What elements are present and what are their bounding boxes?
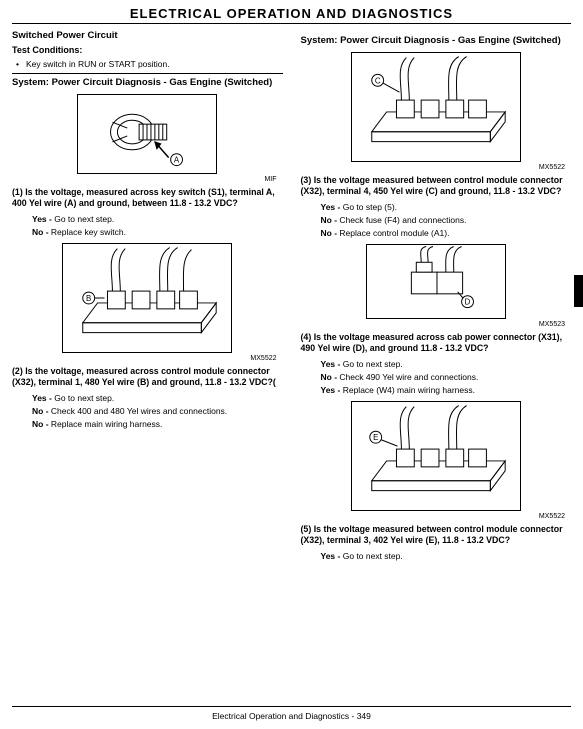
no-label: No - bbox=[321, 215, 340, 225]
question-1: (1) Is the voltage, measured across key … bbox=[12, 187, 283, 209]
page-header: ELECTRICAL OPERATION AND DIAGNOSTICS bbox=[12, 6, 571, 23]
question-5: (5) Is the voltage measured between cont… bbox=[301, 524, 572, 546]
answer-4-yes2: Yes - Replace (W4) main wiring harness. bbox=[321, 385, 572, 395]
answer-3-no1: No - Check fuse (F4) and connections. bbox=[321, 215, 572, 225]
column-right: System: Power Circuit Diagnosis - Gas En… bbox=[301, 28, 572, 564]
no-label: No - bbox=[32, 419, 51, 429]
figure-board-b: B bbox=[62, 243, 232, 353]
yes-label: Yes - bbox=[32, 214, 54, 224]
yes-label: Yes - bbox=[32, 393, 54, 403]
svg-text:E: E bbox=[373, 433, 378, 442]
answer-text: Replace (W4) main wiring harness. bbox=[343, 385, 475, 395]
question-4: (4) Is the voltage measured across cab p… bbox=[301, 332, 572, 354]
no-label: No - bbox=[32, 406, 51, 416]
yes-label: Yes - bbox=[321, 551, 343, 561]
figure-code-4: MX5523 bbox=[301, 321, 566, 328]
answer-text: Go to next step. bbox=[343, 551, 403, 561]
svg-text:C: C bbox=[375, 76, 381, 85]
answer-4-yes: Yes - Go to next step. bbox=[321, 359, 572, 369]
svg-text:B: B bbox=[86, 294, 91, 303]
yes-label: Yes - bbox=[321, 385, 343, 395]
figure-board-c: C bbox=[351, 52, 521, 162]
yes-label: Yes - bbox=[321, 202, 343, 212]
header-rule bbox=[12, 23, 571, 24]
figure-code-3: MX5522 bbox=[301, 164, 566, 171]
answer-text: Replace main wiring harness. bbox=[51, 419, 163, 429]
answer-text: Go to next step. bbox=[54, 393, 114, 403]
answer-text: Check 400 and 480 Yel wires and connecti… bbox=[51, 406, 227, 416]
question-2: (2) Is the voltage, measured across cont… bbox=[12, 366, 283, 388]
question-3: (3) Is the voltage measured between cont… bbox=[301, 175, 572, 197]
answer-5-yes: Yes - Go to next step. bbox=[321, 551, 572, 561]
answer-1-yes: Yes - Go to next step. bbox=[32, 214, 283, 224]
no-label: No - bbox=[321, 372, 340, 382]
answer-2-no1: No - Check 400 and 480 Yel wires and con… bbox=[32, 406, 283, 416]
answer-2-yes: Yes - Go to next step. bbox=[32, 393, 283, 403]
side-thumb-tab bbox=[574, 275, 583, 307]
answer-text: Replace control module (A1). bbox=[339, 228, 449, 238]
figure-board-e: E bbox=[351, 401, 521, 511]
answer-text: Check fuse (F4) and connections. bbox=[339, 215, 466, 225]
answer-text: Replace key switch. bbox=[51, 227, 126, 237]
test-conditions-head: Test Conditions: bbox=[12, 45, 283, 55]
answer-text: Check 490 Yel wire and connections. bbox=[339, 372, 478, 382]
answer-text: Go to next step. bbox=[343, 359, 403, 369]
figure-code-5: MX5522 bbox=[301, 513, 566, 520]
figure-code-2: MX5522 bbox=[12, 355, 277, 362]
answer-3-no2: No - Replace control module (A1). bbox=[321, 228, 572, 238]
figure-connector-d: D bbox=[366, 244, 506, 319]
answer-text: Go to next step. bbox=[54, 214, 114, 224]
test-condition-bullet: Key switch in RUN or START position. bbox=[26, 59, 283, 69]
svg-text:A: A bbox=[174, 155, 180, 164]
answer-3-yes: Yes - Go to step (5). bbox=[321, 202, 572, 212]
figure-code-1: MIF bbox=[12, 176, 277, 183]
column-left: Switched Power Circuit Test Conditions: … bbox=[12, 28, 283, 564]
answer-4-no: No - Check 490 Yel wire and connections. bbox=[321, 372, 572, 382]
no-label: No - bbox=[321, 228, 340, 238]
yes-label: Yes - bbox=[321, 359, 343, 369]
system-title-right: System: Power Circuit Diagnosis - Gas En… bbox=[301, 32, 572, 47]
answer-1-no: No - Replace key switch. bbox=[32, 227, 283, 237]
no-label: No - bbox=[32, 227, 51, 237]
section-label: Switched Power Circuit bbox=[12, 30, 283, 41]
svg-text:D: D bbox=[464, 298, 470, 307]
system-title-left: System: Power Circuit Diagnosis - Gas En… bbox=[12, 73, 283, 89]
answer-text: Go to step (5). bbox=[343, 202, 397, 212]
content-columns: Switched Power Circuit Test Conditions: … bbox=[12, 28, 571, 564]
figure-key-switch: A bbox=[77, 94, 217, 174]
answer-2-no2: No - Replace main wiring harness. bbox=[32, 419, 283, 429]
page-footer: Electrical Operation and Diagnostics - 3… bbox=[12, 706, 571, 721]
